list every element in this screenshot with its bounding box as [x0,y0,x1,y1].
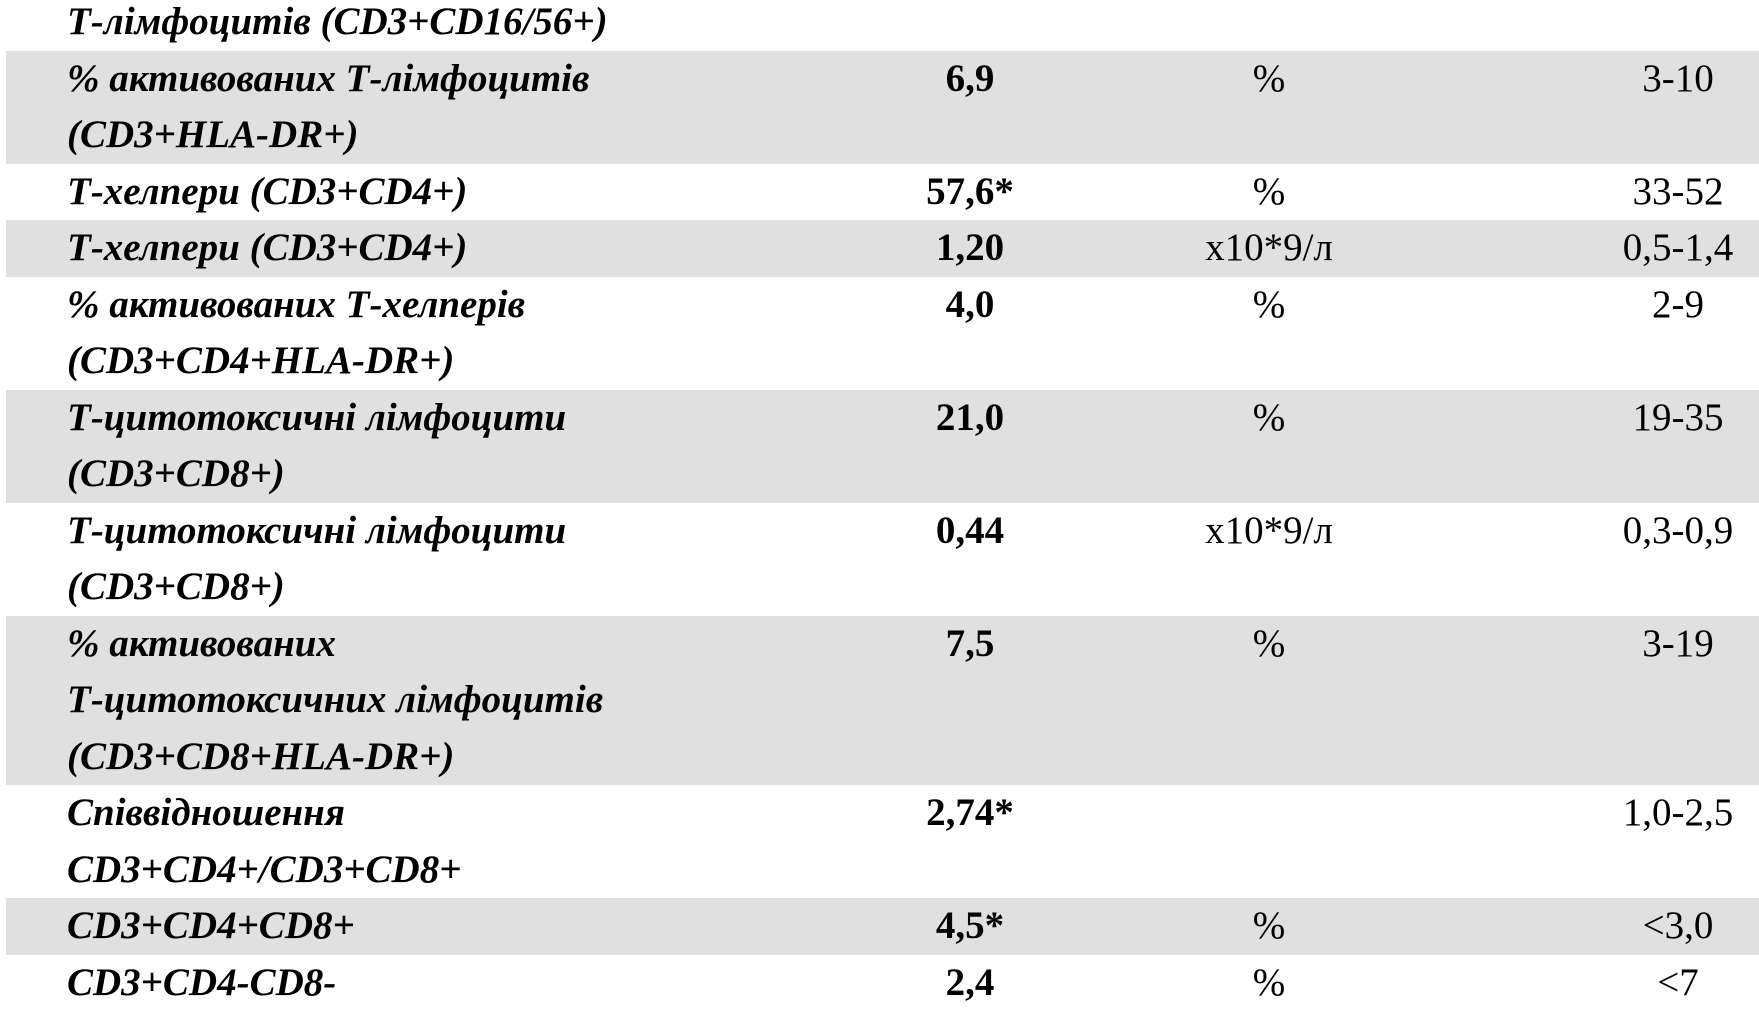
row-ref: 1,0-2,5 [1622,791,1734,834]
row-ref: 33-52 [1632,169,1724,213]
table-row: CD3+CD4+CD8+ 4,5*% <3,0 [6,898,1759,955]
table-row: Т-цитотоксичні лімфоцити (CD3+CD8+) 21,0% 1… [6,389,1759,503]
table-row: Т-хелпери (CD3+CD4+) 1,20 х10*9/л 0,5-1,4 [6,220,1759,277]
row-ref: 3-19 [1642,621,1714,665]
row-unit: % [1252,395,1286,439]
row-value: 2,4 [945,960,995,1004]
label-line: Т-хелпери (CD3+CD4+) [67,169,468,213]
row-ref: 0,5-1,4 [1622,226,1734,269]
row-value: 4,0 [945,282,995,326]
label-line: (CD3+CD8+HLA-DR+) [67,734,455,778]
row-label: Т-цитотоксичні лімфоцити (CD3+CD8+) [67,390,566,503]
row-label: Т-лімфоцитів (CD3+CD16/56+) [67,0,608,51]
label-line: Співвідношення [67,791,345,834]
row-unit: % [1252,282,1286,326]
row-value: 21,0 [935,395,1005,439]
row-ref: 19-35 [1632,395,1724,439]
row-value: 6,9 [945,56,995,100]
label-line: CD3+CD4+/CD3+CD8+ [67,847,462,891]
table-row: CD3+CD4-CD8- 2,4% <7 [6,955,1759,1009]
table-row: Т-цитотоксичні лімфоцити (CD3+CD8+) 0,44 х1… [6,503,1759,616]
row-label: Т-цитотоксичні лімфоцити (CD3+CD8+) [67,503,566,616]
label-line: (CD3+CD8+) [67,452,285,495]
row-value: 1,20 [935,226,1005,269]
table-row: % активованих Т-цитотоксичних лімфоцитів (… [6,615,1759,786]
row-unit: % [1252,169,1286,213]
label-line: CD3+CD4-CD8- [67,960,337,1004]
label-line: Т-цитотоксичних лімфоцитів [67,678,604,721]
label-line: Т-цитотоксичні лімфоцити [67,508,567,552]
row-label: CD3+CD4+CD8+ [67,898,355,955]
table-row: Т-лімфоцитів (CD3+CD16/56+) [6,0,1759,51]
row-value: 2,74* [926,791,1014,834]
row-unit: % [1252,56,1286,100]
row-ref: <7 [1657,960,1699,1004]
label-line: (CD3+CD4+HLA-DR+) [67,339,455,382]
row-value: 4,5* [935,904,1005,947]
label-line: % активованих [67,621,336,665]
row-label: % активованих Т-лімфоцитів (CD3+HLA-DR+) [67,51,589,164]
table-row: % активованих Т-лімфоцитів (CD3+HLA-DR+) 6… [6,50,1759,164]
row-label: Т-хелпери (CD3+CD4+) [67,220,467,277]
row-ref: 2-9 [1652,282,1704,326]
label-line: Т-лімфоцитів (CD3+CD16/56+) [67,0,608,43]
row-label: Співвідношення CD3+CD4+/CD3+CD8+ [67,785,461,898]
row-label: CD3+CD4-CD8- [67,955,336,1009]
row-unit: % [1252,960,1286,1004]
row-value: 0,44 [935,508,1005,552]
table-row: Співвідношення CD3+CD4+/CD3+CD8+ 2,74* 1,0-… [6,785,1759,898]
label-line: (CD3+HLA-DR+) [67,113,359,156]
table-row: Т-хелпери (CD3+CD4+) 57,6*% 33-52 [6,164,1759,221]
label-line: Т-хелпери (CD3+CD4+) [67,226,468,269]
row-ref: <3,0 [1642,904,1714,947]
row-unit: х10*9/л [1205,226,1333,269]
label-line: (CD3+CD8+) [67,565,285,608]
row-label: % активованих Т-хелперів (CD3+CD4+HLA-DR+… [67,277,525,390]
row-ref: 3-10 [1642,56,1714,100]
label-line: CD3+CD4+CD8+ [67,904,355,947]
row-unit: % [1252,621,1286,665]
label-line: % активованих Т-хелперів [67,282,526,326]
row-ref: 0,3-0,9 [1622,508,1734,552]
row-value: 57,6* [926,169,1014,213]
label-line: Т-цитотоксичні лімфоцити [67,395,567,439]
row-label: % активованих Т-цитотоксичних лімфоцитів (… [67,616,603,786]
row-unit: % [1252,904,1286,947]
table-row: % активованих Т-хелперів (CD3+CD4+HLA-DR+… [6,277,1759,390]
row-label: Т-хелпери (CD3+CD4+) [67,164,467,221]
label-line: % активованих Т-лімфоцитів [67,56,590,100]
row-value: 7,5 [945,621,995,665]
row-unit: х10*9/л [1205,508,1333,552]
